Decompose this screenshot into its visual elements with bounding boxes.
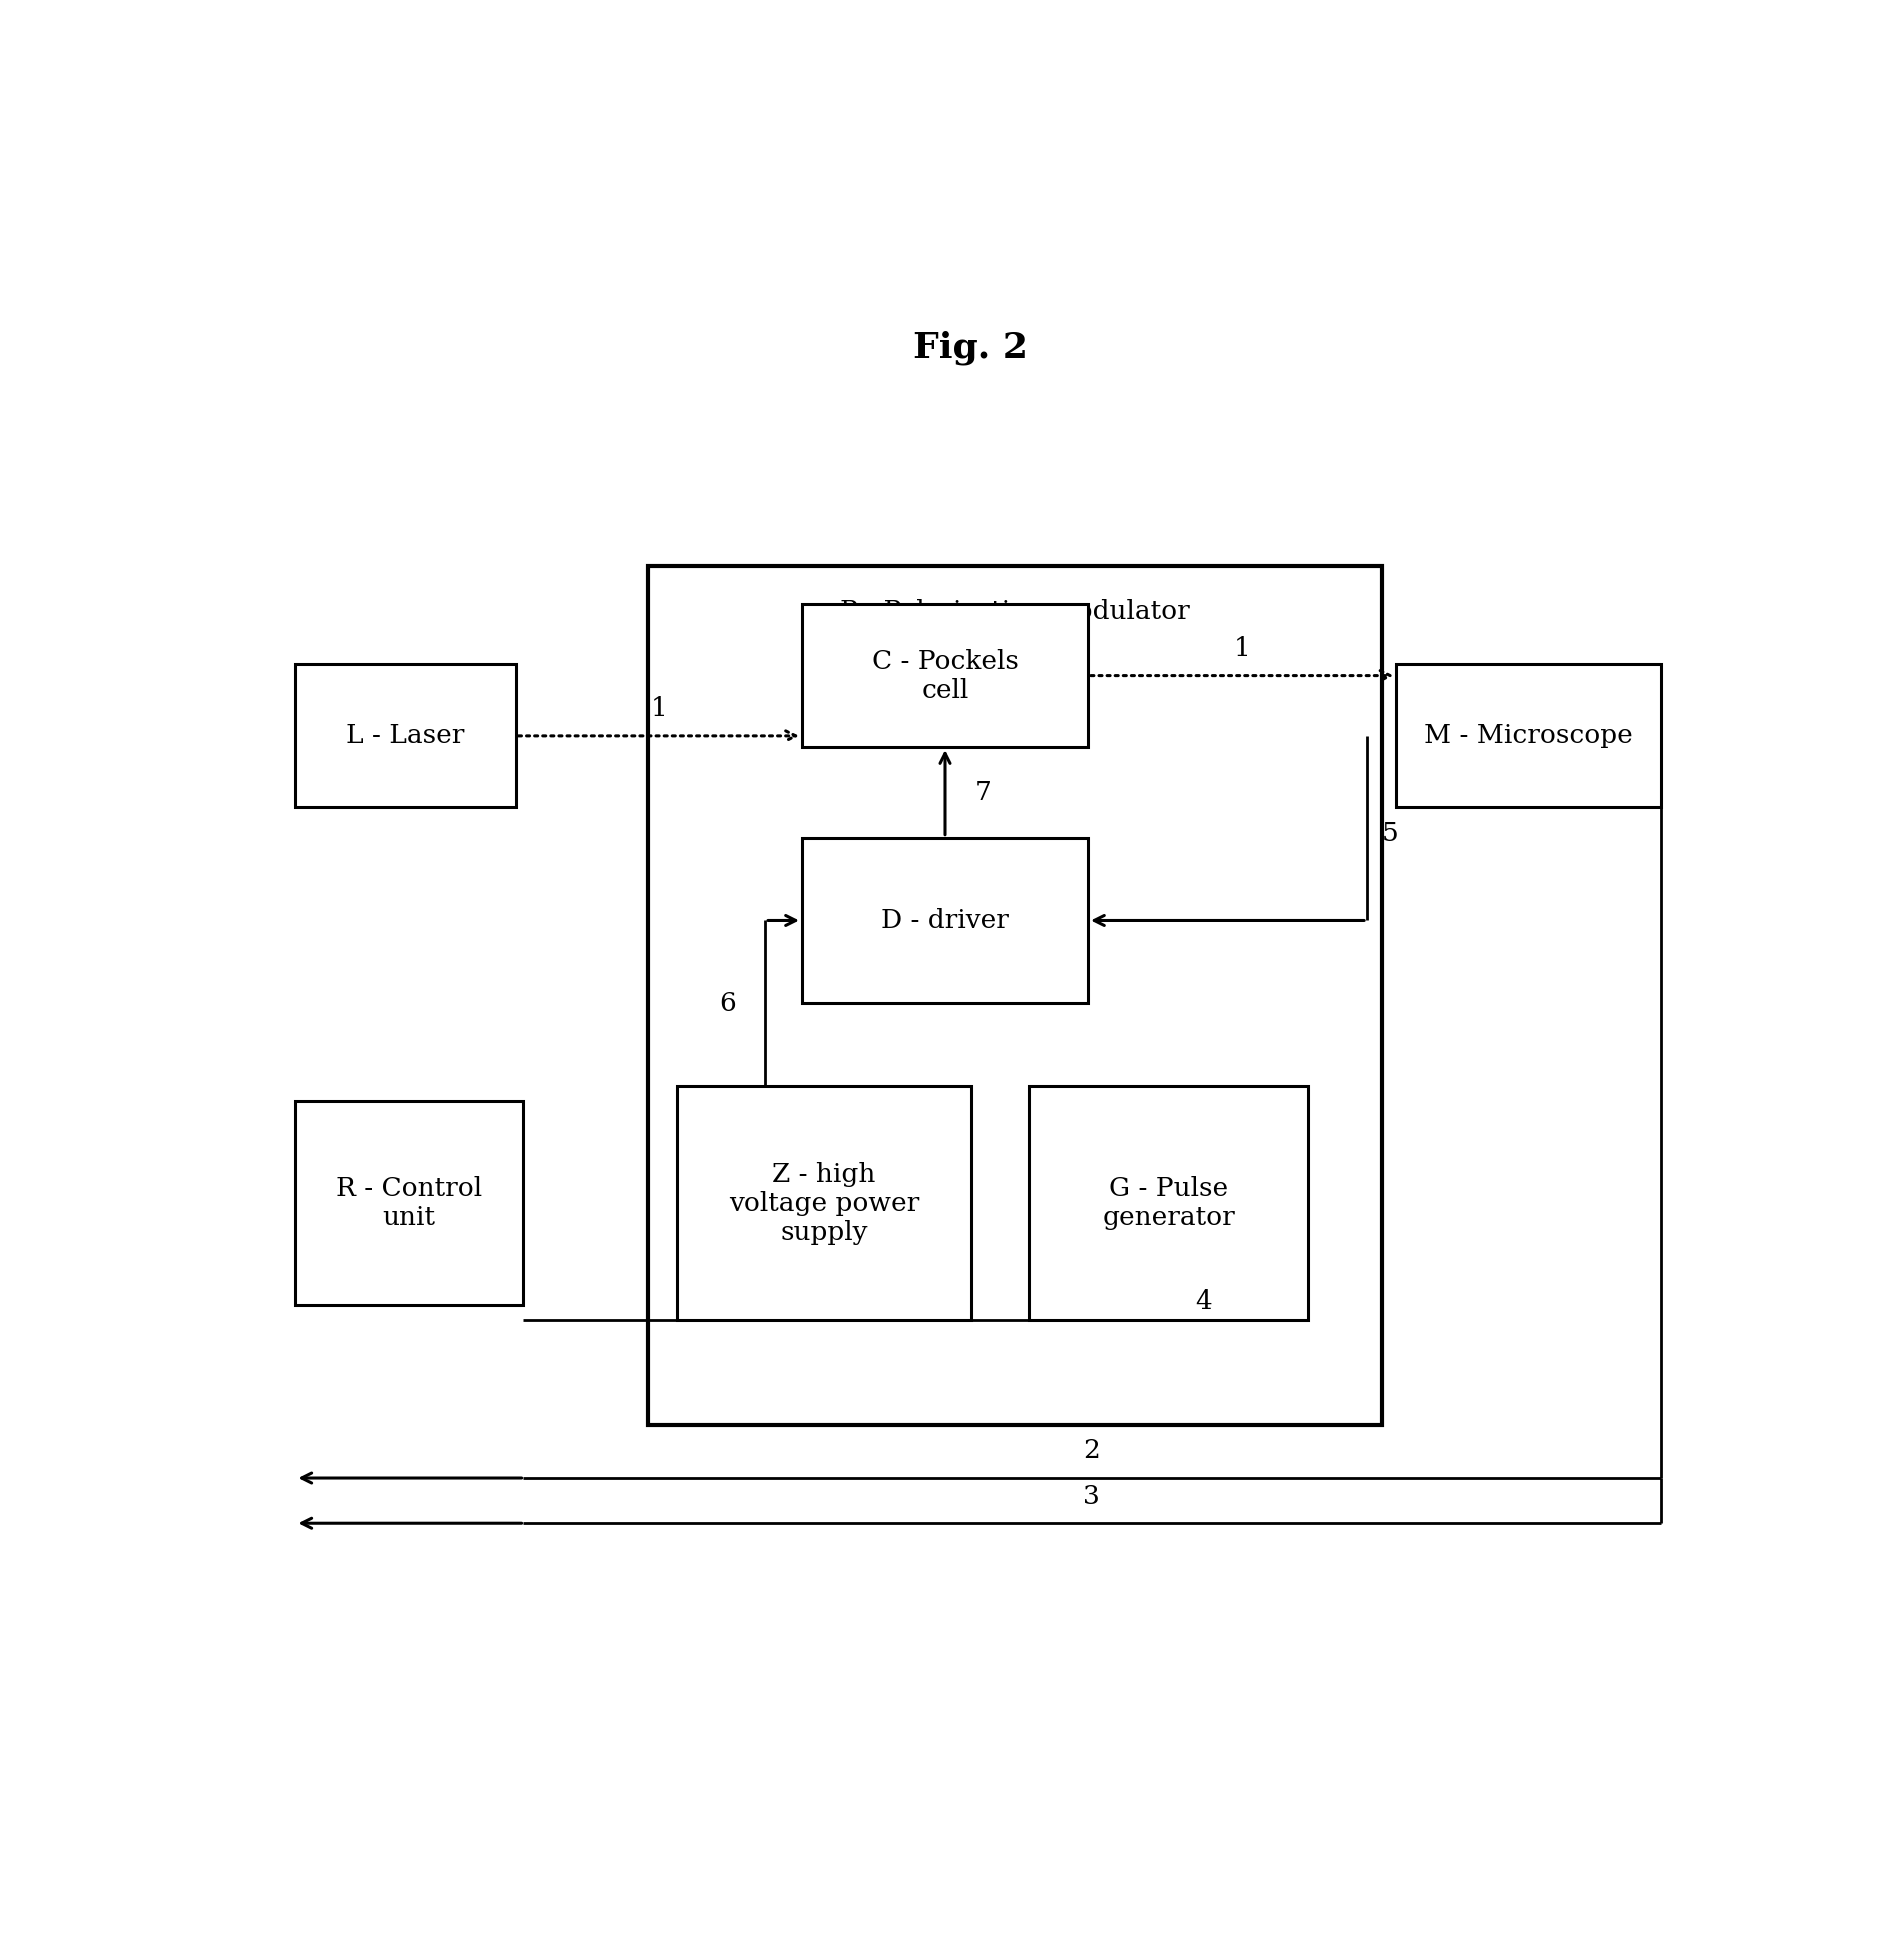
Text: Fig. 2: Fig. 2	[913, 331, 1028, 366]
Bar	[295, 663, 515, 808]
Text: R - Control
unit: R - Control unit	[335, 1176, 483, 1231]
Bar	[295, 1102, 523, 1305]
Bar	[801, 838, 1089, 1004]
Text: 3: 3	[1083, 1483, 1100, 1509]
Text: P - Polarization modulator: P - Polarization modulator	[839, 599, 1189, 624]
Text: 2: 2	[1083, 1438, 1100, 1464]
Text: G - Pulse
generator: G - Pulse generator	[1102, 1176, 1235, 1231]
Bar	[678, 1086, 970, 1319]
Text: 6: 6	[720, 990, 735, 1016]
Bar	[1396, 663, 1661, 808]
Text: Z - high
voltage power
supply: Z - high voltage power supply	[729, 1162, 919, 1245]
Text: D - driver: D - driver	[881, 908, 1010, 933]
Text: 7: 7	[974, 781, 991, 804]
Bar	[648, 566, 1383, 1425]
Bar	[1030, 1086, 1309, 1319]
Text: C - Pockels
cell: C - Pockels cell	[871, 648, 1019, 703]
Text: 5: 5	[1383, 822, 1398, 845]
Bar	[801, 605, 1089, 748]
Text: 1: 1	[1233, 636, 1250, 661]
Text: M - Microscope: M - Microscope	[1424, 724, 1633, 748]
Text: 4: 4	[1195, 1290, 1212, 1315]
Text: 1: 1	[650, 697, 667, 722]
Text: L - Laser: L - Laser	[347, 724, 464, 748]
